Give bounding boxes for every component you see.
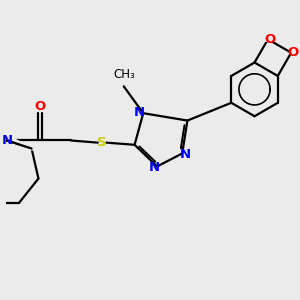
Text: O: O: [288, 46, 299, 59]
Text: N: N: [2, 134, 13, 147]
Text: O: O: [34, 100, 45, 113]
Text: CH₃: CH₃: [113, 68, 135, 81]
Text: N: N: [148, 161, 160, 174]
Text: N: N: [180, 148, 191, 161]
Text: O: O: [265, 33, 276, 46]
Text: N: N: [134, 106, 145, 119]
Text: S: S: [97, 136, 107, 149]
